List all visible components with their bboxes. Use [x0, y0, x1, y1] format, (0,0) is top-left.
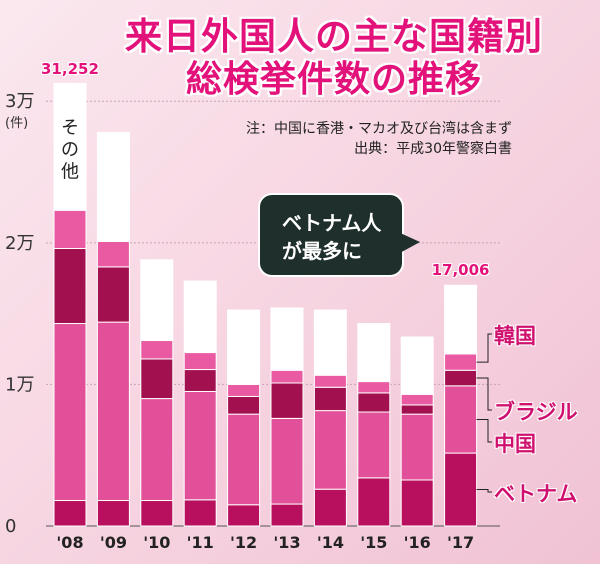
bar-segment-korea [270, 369, 304, 384]
bar-segment-other [140, 259, 174, 342]
bar-segment-korea [96, 240, 130, 268]
bar-segment-china [183, 390, 217, 501]
bar-segment-china [227, 413, 261, 506]
bar-segment-other [270, 307, 304, 371]
callout-tail [398, 232, 420, 254]
y-tick-label: 3万 [5, 91, 34, 112]
bar-segment-brazil [227, 395, 261, 415]
x-tick-label: '10 [143, 533, 170, 552]
bar-segment-vietnam [357, 477, 391, 527]
legend-label-brazil: ブラジル [494, 400, 578, 424]
bar-segment-brazil [357, 392, 391, 413]
series-label-other-char: 他 [61, 162, 79, 183]
bar-segment-other [313, 309, 347, 376]
series-label-other-char: の [61, 140, 79, 161]
callout-line2: が最多に [282, 239, 362, 263]
total-label: 31,252 [41, 59, 99, 78]
bar-segment-korea [400, 393, 434, 406]
series-label-other-char: そ [61, 118, 79, 139]
bar-segment-other [357, 323, 391, 383]
bar-segment-china [53, 323, 87, 502]
legend-leader-china [476, 418, 492, 443]
bar-segment-china [357, 411, 391, 479]
bar-segment-other [96, 131, 130, 242]
bar-segment-vietnam [270, 503, 304, 527]
legend-label-korea: 韓国 [494, 324, 536, 348]
bar-segment-vietnam [313, 488, 347, 527]
bar-segment-china [444, 385, 478, 454]
bar-segment-vietnam [96, 500, 130, 527]
bar-series [53, 83, 478, 527]
bar-segment-korea [140, 340, 174, 360]
bar-segment-korea [53, 209, 87, 249]
y-tick-label: 2万 [5, 233, 34, 254]
legend-leader-lines [476, 333, 492, 493]
bar-segment-brazil [53, 247, 87, 325]
chart-title-line2: 総検挙件数の推移 [185, 59, 482, 100]
axis-ticks: 0 1万 2万 3万 (件) '08 '09 '10 '11 '12 '13 '14 '15 '16 '17… [5, 91, 474, 552]
bar-segment-brazil [444, 369, 478, 387]
x-tick-label: '08 [56, 533, 83, 552]
bar-segment-brazil [140, 358, 174, 400]
callout-line1: ベトナム人 [282, 211, 382, 235]
bar-segment-china [400, 413, 434, 481]
chart-source: 出典：平成30年警察白書 [354, 141, 512, 157]
bar-segment-china [96, 321, 130, 502]
bar-segment-brazil [400, 404, 434, 415]
legend-label-china: 中国 [494, 432, 536, 456]
bar-segment-china [270, 417, 304, 505]
bar-segment-brazil [270, 382, 304, 419]
bar-segment-other [183, 280, 217, 354]
legend-label-vietnam: ベトナム [494, 482, 578, 506]
y-tick-label: 0 [5, 516, 16, 537]
chart-title-line1: 来日外国人の主な国籍別 [125, 15, 543, 58]
bar-segment-korea [444, 353, 478, 371]
bar-segment-vietnam [400, 479, 434, 527]
x-tick-label: '13 [273, 533, 300, 552]
bar-segment-korea [183, 352, 217, 371]
bar-segment-other [227, 309, 261, 385]
bar-segment-brazil [96, 266, 130, 323]
bar-segment-other [444, 284, 478, 355]
bar-segment-brazil [313, 386, 347, 412]
x-tick-label: '12 [230, 533, 257, 552]
x-tick-label: '09 [100, 533, 127, 552]
bar-segment-korea [313, 374, 347, 388]
bar-segment-korea [227, 383, 261, 397]
bar-segment-china [313, 410, 347, 490]
bar-segment-other [400, 336, 434, 395]
legend-leader-vietnam [476, 489, 492, 493]
bar-segment-brazil [183, 369, 217, 392]
y-tick-label: 1万 [5, 374, 34, 395]
total-label: 17,006 [431, 261, 490, 280]
chart-note: 注：中国に香港・マカオ及び台湾は含まず [246, 121, 512, 137]
x-tick-label: '17 [447, 533, 474, 552]
bar-segment-other [53, 83, 87, 211]
bar-segment-china [140, 398, 174, 502]
bar-segment-vietnam [444, 452, 478, 527]
bar-segment-vietnam [140, 500, 174, 527]
bar-segment-korea [357, 381, 391, 394]
callout-bubble: ベトナム人 が最多に [258, 193, 404, 277]
x-tick-label: '11 [187, 533, 214, 552]
legend-leader-korea [476, 333, 492, 363]
x-tick-label: '15 [360, 533, 387, 552]
x-tick-label: '14 [317, 533, 344, 552]
bar-segment-vietnam [183, 499, 217, 527]
y-unit-label: (件) [5, 116, 28, 131]
legend-leader-brazil [476, 377, 492, 411]
x-tick-label: '16 [404, 533, 431, 552]
bar-segment-vietnam [53, 500, 87, 527]
bar-segment-vietnam [227, 504, 261, 527]
